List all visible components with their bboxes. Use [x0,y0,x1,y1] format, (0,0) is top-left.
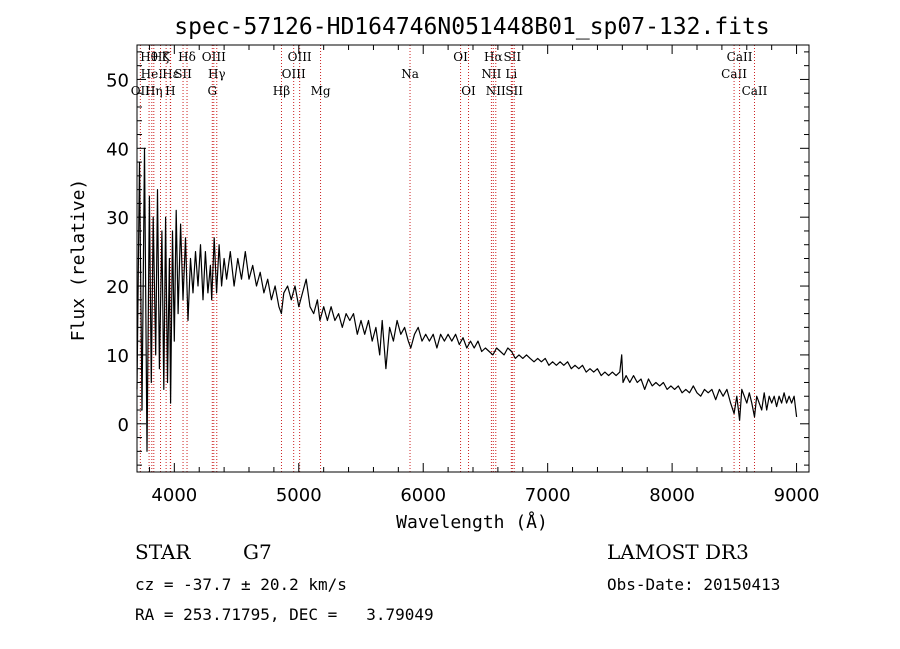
x-tick-label: 9000 [774,485,820,506]
line-marker-label: Mg [311,84,331,98]
line-marker-label: K [162,50,172,64]
line-marker-label: NII [481,67,501,81]
x-tick-label: 6000 [400,485,446,506]
line-marker-label: NII [486,84,506,98]
survey-name: LAMOST DR3 [607,540,749,564]
line-marker-label: Li [505,67,517,81]
spectrum-line-0 [136,147,798,452]
x-tick-label: 5000 [276,485,322,506]
y-tick-label: 30 [106,208,129,229]
line-marker-label: OII [131,84,151,98]
line-marker-label: CaII [721,67,747,81]
line-marker-label: OIII [288,50,312,64]
chart-title: spec-57126-HD164746N051448B01_sp07-132.f… [174,14,769,40]
object-subclass: G7 [243,540,272,564]
y-tick-label: 50 [106,70,129,91]
line-marker-label: H [165,84,175,98]
x-tick-label: 8000 [649,485,695,506]
line-marker-label: OIII [282,67,306,81]
x-tick-label: 4000 [151,485,197,506]
line-marker-label: Hζ [152,50,169,64]
line-marker-label: Hη [145,84,163,98]
line-marker-label: OI [453,50,468,64]
y-tick-label: 20 [106,277,129,298]
x-tick-label: 7000 [525,485,571,506]
line-marker-label: HeI [141,67,164,81]
line-marker-label: Na [401,67,419,81]
y-tick-label: 10 [106,346,129,367]
line-marker-label: SII [174,67,192,81]
line-marker-label: OIII [202,50,226,64]
line-marker-label: SII [505,84,523,98]
y-tick-label: 40 [106,139,129,160]
object-class: STAR [135,540,191,564]
redshift-velocity: cz = -37.7 ± 20.2 km/s [135,575,347,594]
x-axis-label: Wavelength (Å) [396,511,548,533]
line-marker-label: CaII [727,50,753,64]
observation-date: Obs-Date: 20150413 [607,575,781,594]
y-tick-label: 0 [118,415,129,436]
line-marker-label: CaII [742,84,768,98]
line-marker-label: Hβ [273,84,290,98]
ra-dec-coordinates: RA = 253.71795, DEC = 3.79049 [135,605,434,624]
line-marker-label: G [207,84,217,98]
line-marker-label: SII [503,50,521,64]
line-marker-label: Hγ [208,67,226,81]
axis-ticks: 4000 5000 6000 7000 8000 9000 0 10 20 30 40 50 [106,45,819,506]
line-marker-label: OI [461,84,476,98]
spectrum-series [136,147,798,452]
y-axis-label: Flux (relative) [68,179,89,342]
line-marker-label: Hα [484,50,503,64]
line-marker-label: Hδ [178,50,196,64]
line-marker-label: Hε [162,67,179,81]
